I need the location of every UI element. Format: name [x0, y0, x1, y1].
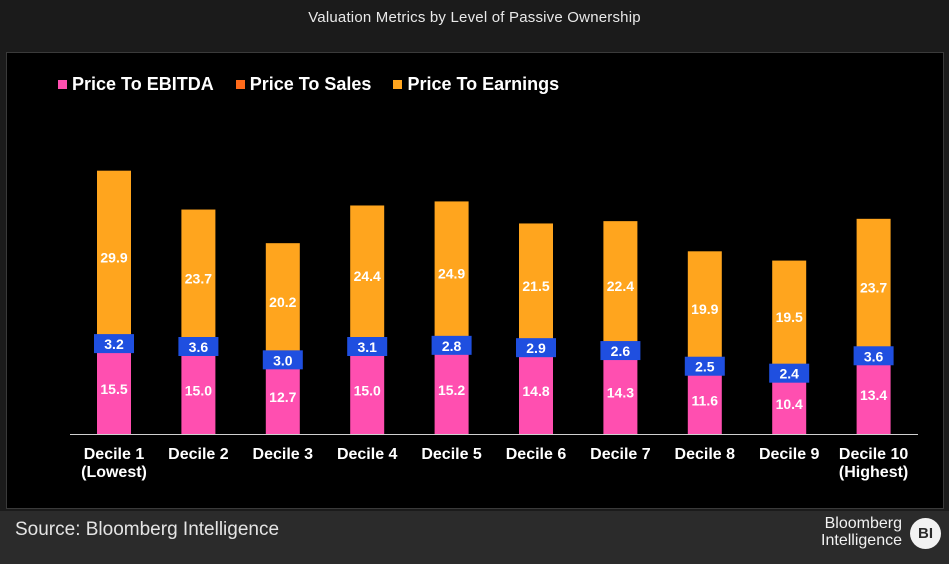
bar-segment-sales [516, 338, 556, 358]
data-label-sales: 3.0 [273, 352, 293, 368]
x-tick-label: Decile 3 [253, 446, 314, 463]
bar-segment-ebitda [181, 347, 216, 434]
data-label-sales: 3.1 [357, 339, 377, 355]
data-label-sales: 3.6 [189, 339, 209, 355]
data-label-earnings: 24.4 [354, 268, 381, 284]
x-tick-label: Decile 6 [506, 446, 567, 463]
legend-swatch-earnings [393, 79, 403, 89]
data-label-sales: 2.8 [442, 338, 462, 354]
bar-segment-earnings [856, 218, 891, 357]
bar-segment-earnings [603, 221, 638, 352]
legend: Price To EBITDA Price To Sales Price To … [58, 72, 559, 96]
bar-segment-earnings [350, 205, 385, 347]
data-label-ebitda: 12.7 [269, 389, 296, 405]
bar-segment-earnings [181, 209, 216, 347]
data-label-earnings: 23.7 [860, 280, 887, 296]
bar-segment-earnings [687, 251, 722, 367]
data-label-earnings: 22.4 [607, 278, 634, 294]
legend-label-earnings: Price To Earnings [407, 73, 560, 94]
data-label-ebitda: 11.6 [692, 392, 719, 408]
bar-segment-sales [853, 346, 894, 366]
data-label-sales: 2.9 [526, 340, 546, 356]
bar-segment-earnings [97, 170, 131, 345]
bar-segment-ebitda [687, 366, 722, 434]
legend-swatch-ebitda [58, 79, 67, 89]
x-tick-label: Decile 7 [590, 446, 651, 463]
x-tick-label: Decile 4 [337, 446, 398, 463]
data-label-ebitda: 15.0 [354, 383, 381, 399]
bar-segment-sales [431, 335, 472, 355]
x-tick-label: Decile 5 [421, 446, 482, 463]
data-label-sales: 3.2 [104, 336, 124, 352]
bar-segment-ebitda [434, 345, 469, 434]
bar-segment-sales [94, 334, 134, 354]
data-label-earnings: 20.2 [269, 294, 296, 310]
bi-logo-icon: BI [910, 518, 941, 549]
bar-segment-ebitda [265, 360, 300, 434]
x-tick-label: (Highest) [839, 464, 908, 481]
legend-swatch-sales [235, 79, 245, 89]
data-label-sales: 2.6 [611, 343, 631, 359]
bar-segment-sales [769, 363, 810, 383]
brand-logo-text: Bloomberg Intelligence [792, 515, 902, 549]
data-label-earnings: 19.9 [691, 301, 718, 317]
x-tick-label: Decile 10 [839, 446, 908, 463]
bar-segment-ebitda [350, 347, 385, 434]
data-label-earnings: 29.9 [100, 249, 127, 265]
data-label-earnings: 24.9 [438, 266, 465, 282]
bar-segment-sales [684, 356, 725, 376]
x-tick-label: Decile 1 [84, 446, 145, 463]
data-label-ebitda: 15.2 [438, 382, 465, 398]
data-label-sales: 2.4 [779, 366, 799, 382]
bar-segment-ebitda [772, 373, 807, 434]
bar-segment-ebitda [603, 351, 638, 434]
data-label-earnings: 23.7 [185, 270, 212, 286]
legend-item-sales: Price To Sales [235, 73, 372, 95]
x-tick-label: Decile 8 [675, 446, 736, 463]
data-label-sales: 3.6 [864, 348, 884, 364]
footer: Source: Bloomberg Intelligence Bloomberg… [0, 511, 949, 564]
brand-line-2: Intelligence [821, 532, 902, 549]
data-label-earnings: 21.5 [522, 278, 549, 294]
x-tick-label: Decile 2 [168, 446, 229, 463]
bar-segment-ebitda [856, 356, 891, 434]
data-label-ebitda: 15.5 [100, 381, 127, 397]
data-label-ebitda: 14.8 [522, 383, 549, 399]
legend-label-ebitda: Price To EBITDA [72, 73, 214, 94]
bar-segment-sales [347, 337, 388, 356]
legend-item-ebitda: Price To EBITDA [58, 74, 214, 95]
data-label-ebitda: 10.4 [776, 396, 803, 412]
legend-item-earnings: Price To Earnings [393, 74, 559, 95]
bar-segment-earnings [519, 223, 553, 349]
legend-label-sales: Price To Sales [249, 73, 372, 94]
bar-segment-ebitda [519, 348, 553, 434]
bar-segment-sales [178, 337, 219, 356]
x-tick-label: Decile 9 [759, 446, 820, 463]
brand-line-1: Bloomberg [824, 515, 902, 532]
bar-segment-earnings [434, 201, 469, 346]
bar-segment-earnings [772, 260, 807, 374]
data-label-ebitda: 13.4 [860, 387, 887, 403]
bar-segment-earnings [265, 243, 300, 361]
data-label-earnings: 19.5 [776, 309, 803, 325]
bar-segment-ebitda [97, 344, 131, 434]
bar-segment-sales [600, 341, 641, 361]
bar-segment-sales [262, 350, 303, 370]
x-tick-label: (Lowest) [81, 464, 147, 481]
source-note: Source: Bloomberg Intelligence [15, 519, 280, 540]
chart-title: Valuation Metrics by Level of Passive Ow… [308, 9, 641, 26]
data-label-ebitda: 15.0 [185, 383, 212, 399]
data-label-ebitda: 14.3 [607, 385, 634, 401]
data-label-sales: 2.5 [695, 359, 715, 375]
